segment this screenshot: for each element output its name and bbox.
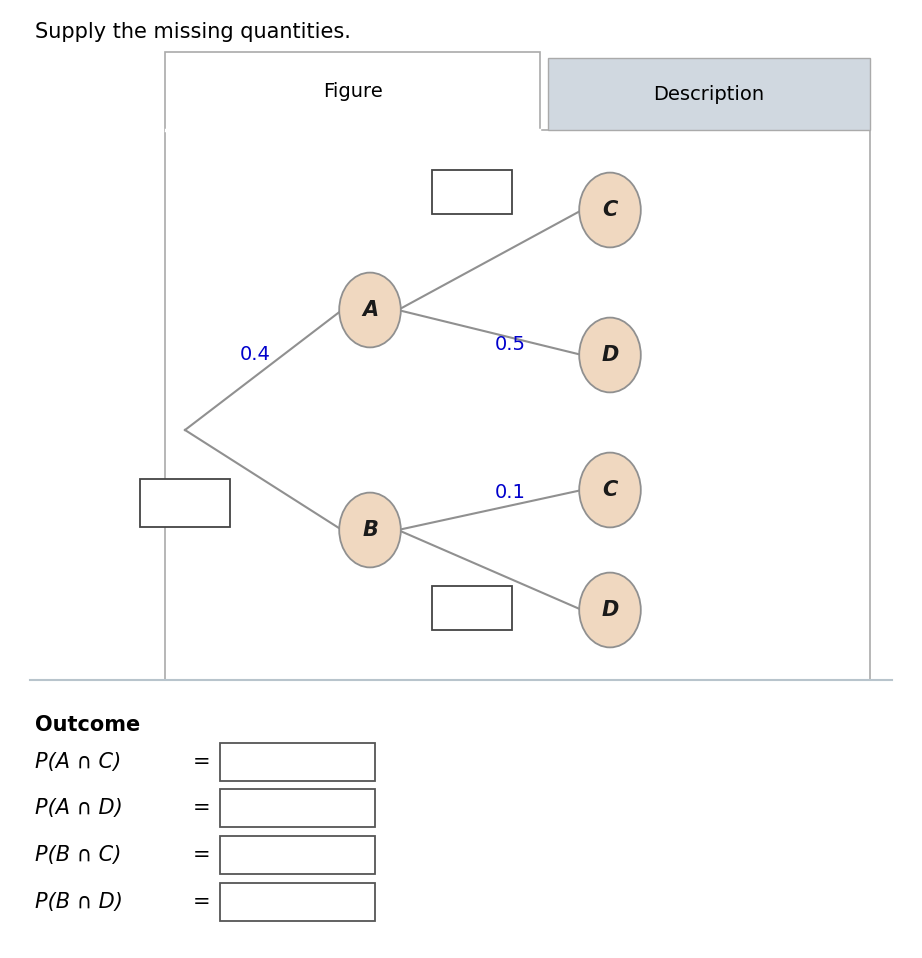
Text: =: = <box>194 752 211 772</box>
FancyBboxPatch shape <box>548 58 870 130</box>
Ellipse shape <box>579 573 641 648</box>
Text: 0.5: 0.5 <box>494 335 526 354</box>
FancyBboxPatch shape <box>220 883 375 921</box>
Text: Description: Description <box>654 84 764 103</box>
Text: =: = <box>194 892 211 912</box>
FancyBboxPatch shape <box>220 836 375 874</box>
Text: C: C <box>602 200 618 220</box>
Text: 0.4: 0.4 <box>240 346 270 364</box>
Text: Outcome: Outcome <box>35 715 140 735</box>
Ellipse shape <box>339 492 401 567</box>
Text: Supply the missing quantities.: Supply the missing quantities. <box>35 22 351 42</box>
Text: D: D <box>601 345 619 365</box>
Text: B: B <box>362 520 378 540</box>
Text: =: = <box>194 798 211 818</box>
Text: D: D <box>601 600 619 620</box>
FancyBboxPatch shape <box>140 479 230 527</box>
FancyBboxPatch shape <box>432 586 512 630</box>
FancyBboxPatch shape <box>165 52 540 130</box>
Text: 0.1: 0.1 <box>494 483 526 501</box>
Ellipse shape <box>579 452 641 528</box>
Text: Figure: Figure <box>323 81 383 101</box>
Text: P(B ∩ D): P(B ∩ D) <box>35 892 123 912</box>
FancyBboxPatch shape <box>220 789 375 827</box>
Text: P(A ∩ C): P(A ∩ C) <box>35 752 122 772</box>
Text: C: C <box>602 480 618 500</box>
Ellipse shape <box>579 318 641 393</box>
FancyBboxPatch shape <box>220 743 375 781</box>
Ellipse shape <box>579 172 641 247</box>
Ellipse shape <box>339 273 401 348</box>
FancyBboxPatch shape <box>432 170 512 214</box>
Text: P(B ∩ C): P(B ∩ C) <box>35 845 122 865</box>
Text: =: = <box>194 845 211 865</box>
Text: A: A <box>362 300 378 320</box>
Text: P(A ∩ D): P(A ∩ D) <box>35 798 123 818</box>
